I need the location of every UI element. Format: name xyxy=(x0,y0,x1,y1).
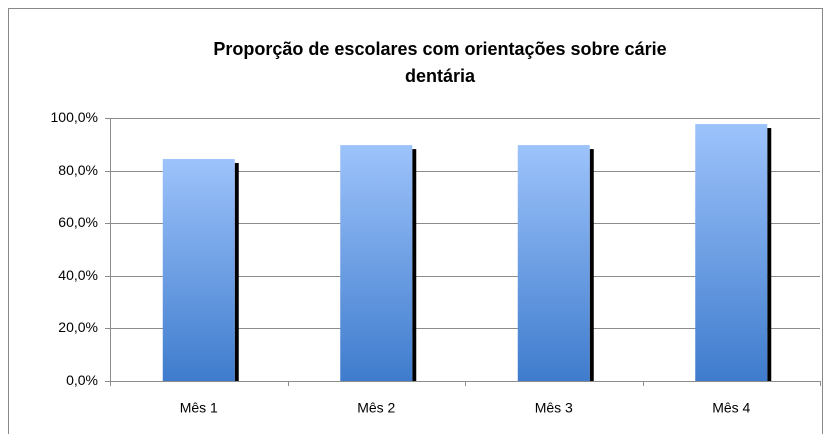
bar-shadow xyxy=(412,149,417,381)
x-tick-label: Mês 3 xyxy=(535,400,573,416)
y-tick-label: 20,0% xyxy=(58,319,98,335)
y-tick-label: 60,0% xyxy=(58,214,98,230)
x-tick-label: Mês 2 xyxy=(357,400,395,416)
bar xyxy=(695,124,768,381)
y-tick-label: 100,0% xyxy=(51,109,98,125)
chart-title: Proporção de escolares com orientações s… xyxy=(213,39,666,59)
bar xyxy=(162,159,235,381)
bar xyxy=(340,145,413,381)
bar-shadow xyxy=(234,163,239,381)
x-tick-label: Mês 4 xyxy=(712,400,750,416)
bar-shadow xyxy=(767,128,772,381)
x-tick-label: Mês 1 xyxy=(180,400,218,416)
y-tick-label: 40,0% xyxy=(58,267,98,283)
y-tick-label: 0,0% xyxy=(66,372,98,388)
chart-title: dentária xyxy=(405,66,476,86)
bar xyxy=(517,145,590,381)
y-tick-label: 80,0% xyxy=(58,162,98,178)
bar-shadow xyxy=(589,149,594,381)
